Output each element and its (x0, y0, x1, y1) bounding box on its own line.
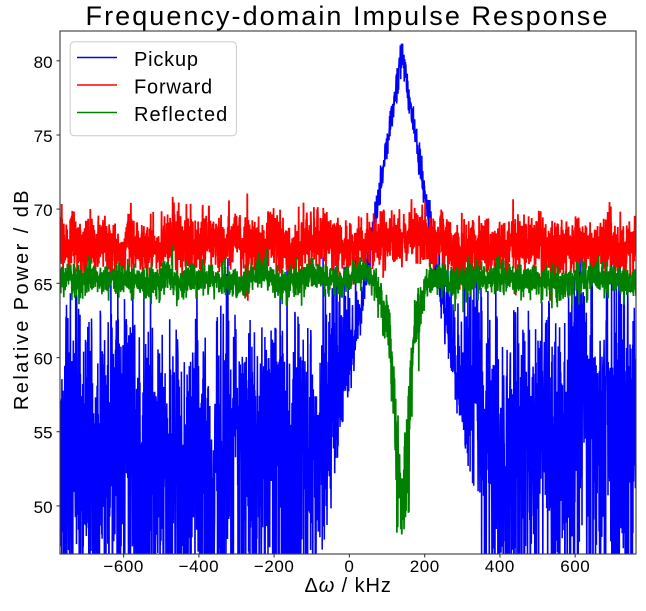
svg-text:Forward: Forward (134, 76, 213, 98)
svg-text:65: 65 (34, 275, 53, 294)
svg-text:Δω / kHz: Δω / kHz (304, 575, 391, 597)
svg-text:50: 50 (34, 498, 53, 517)
svg-text:Reflected: Reflected (134, 104, 228, 126)
svg-text:Frequency-domain Impulse Respo: Frequency-domain Impulse Response (86, 1, 610, 31)
svg-text:Pickup: Pickup (134, 49, 199, 71)
svg-text:400: 400 (485, 557, 515, 576)
svg-text:60: 60 (34, 350, 53, 369)
svg-text:70: 70 (34, 201, 53, 220)
svg-text:−600: −600 (103, 557, 144, 576)
svg-text:−400: −400 (179, 557, 220, 576)
svg-text:Relative Power / dB: Relative Power / dB (11, 188, 33, 410)
svg-text:55: 55 (34, 424, 53, 443)
svg-text:80: 80 (34, 53, 53, 72)
svg-text:200: 200 (410, 557, 440, 576)
svg-text:600: 600 (560, 557, 590, 576)
svg-text:0: 0 (344, 557, 354, 576)
svg-text:75: 75 (34, 127, 53, 146)
svg-text:−200: −200 (254, 557, 295, 576)
